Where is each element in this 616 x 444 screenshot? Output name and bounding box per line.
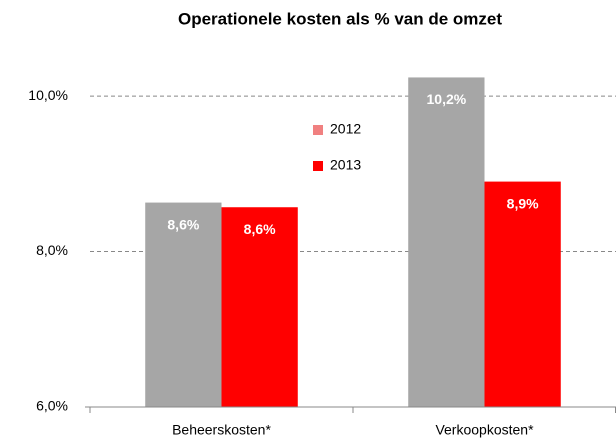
- y-tick-label: 6,0%: [36, 398, 68, 414]
- y-tick-label: 8,0%: [36, 242, 68, 258]
- x-tick-label: Beheerskosten*: [172, 422, 271, 438]
- bar: [484, 181, 561, 407]
- bar: [221, 207, 298, 407]
- chart-title: Operationele kosten als % van de omzet: [178, 9, 502, 28]
- legend-label: 2012: [330, 121, 361, 137]
- x-tick-label: Verkoopkosten*: [435, 422, 534, 438]
- y-tick-label: 10,0%: [28, 87, 68, 103]
- legend-label: 2013: [330, 157, 361, 173]
- value-label: 8,9%: [507, 195, 539, 211]
- legend-swatch: [313, 161, 323, 171]
- value-label: 8,6%: [167, 216, 199, 232]
- value-label: 8,6%: [244, 221, 276, 237]
- bar: [408, 77, 485, 407]
- legend-swatch: [313, 125, 323, 135]
- value-label: 10,2%: [427, 91, 467, 107]
- bar: [145, 202, 222, 407]
